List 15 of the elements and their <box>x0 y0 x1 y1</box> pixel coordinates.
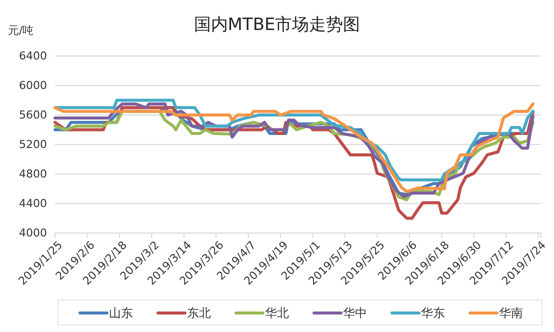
legend-label: 华南 <box>499 306 523 320</box>
legend-label: 山东 <box>109 306 133 320</box>
legend-label: 东北 <box>187 306 211 320</box>
legend-label: 华中 <box>343 306 367 320</box>
chart-title: 国内MTBE市场走势图 <box>194 15 360 35</box>
y-tick-label: 6000 <box>19 79 47 92</box>
y-tick-label: 5200 <box>19 138 47 152</box>
legend-label: 华东 <box>421 306 445 320</box>
y-tick-label: 6400 <box>19 50 47 63</box>
y-tick-label: 4400 <box>19 197 47 210</box>
y-tick-label: 4000 <box>19 226 47 240</box>
y-tick-label: 4800 <box>19 168 47 181</box>
legend-label: 华北 <box>265 306 289 320</box>
y-tick-label: 5600 <box>19 108 47 122</box>
y-axis-title: 元/吨 <box>8 24 34 37</box>
